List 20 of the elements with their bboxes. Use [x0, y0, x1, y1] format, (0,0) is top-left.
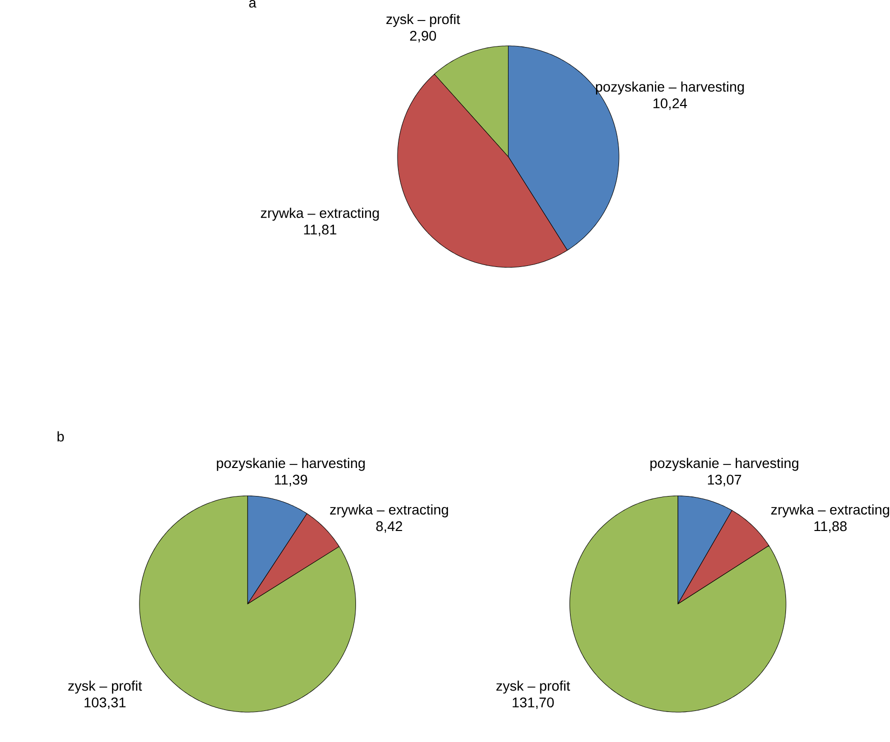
data-label: 2,90 [410, 30, 436, 42]
slice-label: zrywka – extracting [771, 504, 890, 518]
slice-label: zysk – profit [496, 680, 570, 694]
slice-label: zrywka – extracting [330, 504, 448, 518]
slice-label: pozyskanie – harvesting [596, 81, 744, 94]
data-label: 103,31 [84, 697, 126, 709]
chart-title: a [249, 0, 256, 8]
data-label: 10,24 [654, 98, 687, 110]
data-label: 11,81 [304, 224, 336, 236]
data-label: 8,42 [376, 521, 402, 533]
slice-label: zrywka – extracting [260, 208, 379, 221]
slice-label: zysk – profit [386, 14, 460, 27]
chart-title: b [58, 431, 64, 442]
slice-label: zysk – profit [68, 680, 142, 694]
data-label: 11,88 [814, 521, 847, 533]
data-label: 11,39 [274, 474, 308, 486]
slice-label: pozyskanie – harvesting [650, 458, 798, 471]
data-label: 13,07 [708, 474, 742, 486]
data-label: 131,70 [512, 697, 554, 709]
slice-label: pozyskanie – harvesting [216, 458, 365, 471]
